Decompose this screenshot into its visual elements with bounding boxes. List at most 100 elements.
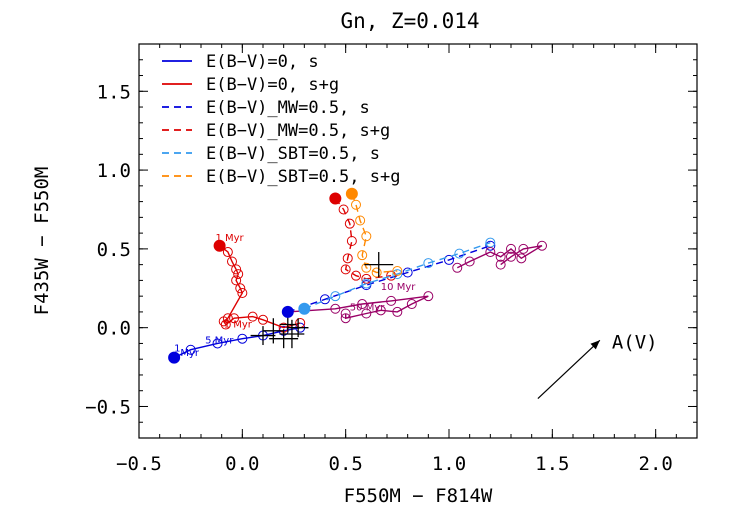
series-point: [357, 299, 368, 310]
series-point: [518, 243, 529, 254]
plot-frame: [138, 43, 698, 439]
series-point: [454, 248, 465, 259]
series-point: [351, 199, 361, 210]
x-tick-label: 1.5: [535, 453, 569, 475]
x-tick-label: 0.5: [329, 453, 363, 475]
age-annotation: 5 Myr: [205, 335, 234, 346]
legend-label: E(B−V)_SBT=0.5, s: [206, 144, 380, 164]
series-point: [185, 344, 196, 355]
series-point: [506, 243, 516, 254]
series-point: [237, 288, 248, 299]
start-marker: [168, 351, 181, 364]
series-point: [340, 313, 351, 324]
age-annotation: 10 Myr: [381, 282, 416, 293]
series-point: [330, 291, 341, 302]
series-point: [247, 311, 258, 322]
series-point: [375, 305, 386, 316]
series-point: [537, 240, 547, 251]
series-point: [357, 250, 368, 261]
series-point: [222, 247, 233, 258]
y-tick-label: 0.0: [97, 318, 131, 340]
series-point: [351, 270, 361, 281]
series-point: [346, 236, 357, 246]
legend-label: E(B−V)_MW=0.5, s: [206, 98, 370, 118]
series-layer: [169, 188, 547, 363]
series-point: [495, 251, 506, 262]
series-point: [406, 299, 417, 310]
series-point: [361, 231, 372, 242]
series-point: [237, 333, 248, 344]
series-point: [392, 269, 403, 280]
series-line: [304, 241, 491, 310]
observations-layer: [250, 252, 394, 349]
x-tick-label: 1.0: [432, 453, 466, 475]
y-axis-label: F435W − F550M: [31, 167, 53, 316]
age-annotation: Myr: [180, 348, 200, 359]
series-point: [464, 256, 475, 267]
series-point: [218, 316, 229, 327]
age-annotation: 1 Myr: [215, 233, 244, 244]
series-point: [444, 254, 454, 265]
series-point: [485, 240, 496, 251]
series-point: [355, 215, 366, 226]
series-point: [220, 319, 231, 330]
start-marker: [281, 305, 294, 318]
series-line: [456, 245, 543, 269]
series-point: [361, 273, 372, 284]
series-point: [485, 247, 496, 258]
x-tick-label: −0.5: [116, 453, 162, 475]
series-point: [495, 259, 506, 270]
series-point: [344, 218, 355, 229]
series-point: [361, 278, 372, 289]
series-line: [287, 245, 491, 313]
series-point: [392, 306, 403, 317]
x-tick-label: 0.0: [225, 453, 259, 475]
age-annotation: 1 Myr: [224, 320, 253, 331]
y-tick-label: 0.5: [97, 239, 131, 261]
series-point: [340, 308, 351, 319]
series-point: [516, 253, 527, 264]
series-point: [402, 267, 413, 278]
x-tick-label: 2.0: [639, 453, 673, 475]
series-point: [371, 267, 382, 278]
series-point: [452, 262, 463, 273]
start-marker: [213, 239, 226, 252]
vector-label: A(V): [612, 331, 658, 353]
annotations-layer: 1 Myr 1 Myr 1 Myr 5 Myr 10 Myr 50 Myr: [174, 233, 416, 359]
series-point: [423, 258, 434, 269]
series-point: [258, 314, 268, 325]
age-annotation: 50 Myr: [350, 302, 385, 313]
vector-line: [537, 339, 601, 400]
y-tick-label: 1.0: [97, 160, 131, 182]
vector-arrowhead: [590, 340, 600, 350]
series-point: [229, 313, 240, 324]
series-point: [231, 275, 242, 286]
legend-label: E(B−V)_MW=0.5, s+g: [206, 121, 390, 141]
series-point: [235, 283, 246, 294]
legend-label: E(B−V)=0, s: [206, 52, 319, 72]
series-point: [342, 253, 353, 264]
series-point: [361, 262, 372, 273]
series-point: [386, 295, 397, 306]
series-point: [227, 256, 237, 267]
series-point: [338, 204, 349, 215]
axis-ticks: −0.5 0.0 0.5 1.0 1.5 2.0 −0.5 0.0 0.5 1.0 1.5: [85, 44, 697, 475]
series-line: [334, 197, 392, 280]
start-marker: [298, 302, 311, 315]
series-point: [386, 270, 397, 281]
start-markers-layer: [168, 187, 358, 364]
series-line: [351, 193, 398, 274]
start-marker: [345, 187, 358, 200]
legend: E(B−V)=0, s E(B−V)=0, s+g E(B−V)_MW=0.5, s…: [162, 52, 400, 187]
y-tick-label: 1.5: [97, 81, 131, 103]
series-point: [340, 264, 351, 275]
series-point: [233, 269, 244, 280]
x-axis-label: F550M − F814W: [344, 485, 493, 507]
start-marker: [329, 192, 342, 205]
series-point: [392, 265, 403, 276]
extinction-vector: A(V): [537, 331, 658, 400]
series-point: [330, 303, 341, 314]
series-point: [361, 308, 372, 319]
series-point: [423, 291, 434, 302]
